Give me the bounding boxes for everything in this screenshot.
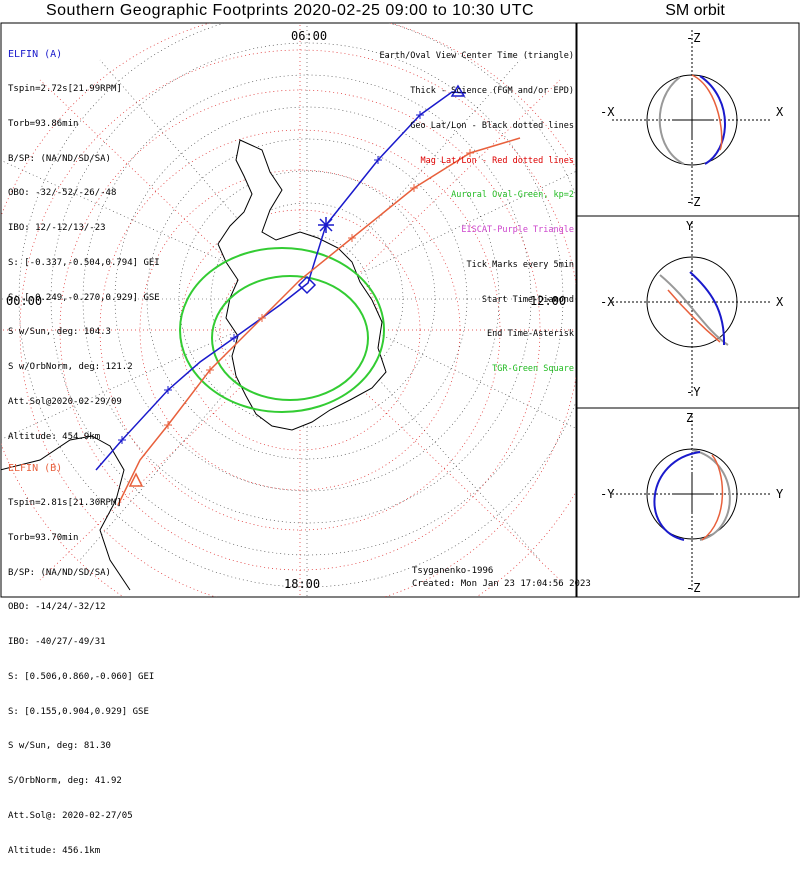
elfin-b-tick — [410, 184, 418, 192]
elfin-a-line: Altitude: 454.9km — [8, 431, 101, 442]
elfin-b-tick — [348, 234, 356, 242]
antarctica-coastline — [217, 139, 387, 431]
panel3-left-label: -Y — [600, 487, 615, 501]
elfin-b-line: S/OrbNorm, deg: 41.92 — [8, 776, 122, 787]
orbit-title: SM orbit — [665, 2, 725, 19]
legend-item: Earth/Oval View Center Time (triangle) — [379, 51, 574, 62]
created-label: Created: Mon Jan 23 17:04:56 2023 — [412, 579, 591, 589]
elfin-b-line: Altitude: 456.1km — [8, 845, 101, 856]
elfin-b-line: S: [0.155,0.904,0.929] GSE — [8, 706, 149, 717]
panel2-top-label: Y — [686, 219, 694, 233]
elfin-a-line: S: [-0.249,-0.270,0.929] GSE — [8, 292, 160, 303]
time-label-left: 00:00 — [6, 294, 42, 308]
elfin-a-line: Torb=93.86min — [8, 118, 79, 129]
elfin-b-line: S w/Sun, deg: 81.30 — [8, 741, 111, 752]
elfin-a-tick — [374, 156, 382, 164]
elfin-a-line: Att.Sol@2020-02-29/09 — [8, 397, 122, 407]
elfin-b-track — [117, 137, 521, 506]
elfin-a-start-diamond — [297, 275, 317, 295]
panel2-left-label: -X — [600, 295, 615, 309]
elfin-a-tick — [230, 334, 238, 342]
elfin-b-tick — [164, 421, 172, 429]
legend-item: End Time-Asterisk — [487, 329, 574, 340]
elfin-b-line: Att.Sol@: 2020-02-27/05 — [8, 811, 133, 821]
legend-item: Mag Lat/Lon - Red dotted lines — [420, 155, 574, 166]
map-frame — [0, 22, 577, 598]
legend-item: Geo Lat/Lon - Black dotted lines — [410, 120, 574, 131]
panel2-right-label: X — [776, 295, 784, 309]
legend-item: Auroral Oval-Green, kp=2 — [451, 190, 574, 201]
time-label-top: 06:00 — [291, 29, 327, 43]
elfin-a-info: ELFIN (A) Tspin=2.72s[21.99RPM] Torb=93.… — [8, 26, 160, 455]
orbit-panel-2: Y -Y -X X — [576, 215, 800, 409]
elfin-a-line: S w/Sun, deg: 104.3 — [8, 327, 111, 338]
elfin-a-line: S: [-0.337,-0.504,0.794] GEI — [8, 257, 160, 268]
panel3-right-label: Y — [776, 487, 784, 501]
page-title: Southern Geographic Footprints 2020-02-2… — [45, 2, 535, 19]
elfin-a-tick — [118, 436, 126, 444]
legend-item: EISCAT-Purple Triangle — [461, 225, 574, 236]
panel3-bottom-label: -Z — [686, 581, 700, 595]
legend: Earth/Oval View Center Time (triangle) T… — [380, 28, 574, 387]
elfin-b-tick — [258, 314, 266, 322]
elfin-b-tick — [206, 366, 214, 374]
elfin-a-end-asterisk — [318, 217, 334, 233]
elfin-a-tick — [416, 111, 424, 119]
auroral-oval — [179, 247, 385, 413]
elfin-b-info: ELFIN (B) Tspin=2.81s[21.30RPM] Torb=93.… — [8, 440, 154, 869]
legend-item: Tick Marks every 5min — [466, 259, 574, 270]
elfin-b-line: OBO: -14/24/-32/12 — [8, 602, 106, 613]
elfin-a-line: OBO: -32/-52/-26/-48 — [8, 188, 117, 199]
legend-item: TGR-Green Square — [492, 364, 574, 375]
panel2-bottom-label: -Y — [686, 385, 701, 399]
panel1-top-label: -Z — [686, 31, 700, 45]
elfin-b-line: S: [0.506,0.860,-0.060] GEI — [8, 671, 155, 682]
panel3-top-label: Z — [686, 411, 693, 425]
elfin-b-header: ELFIN (B) — [8, 463, 63, 475]
panel1-right-label: X — [776, 105, 784, 119]
orbit-panel-1: -Z -Z -X X — [576, 22, 800, 217]
footprint-figure: 06:00 00:00 12:00 18:00 -Z -Z -X X Y -Y … — [0, 22, 800, 598]
elfin-b-line: IBO: -40/27/-49/31 — [8, 637, 106, 648]
elfin-b-tick — [466, 149, 474, 157]
elfin-b-line: B/SP: (NA/ND/SD/SA) — [8, 567, 111, 578]
elfin-b-line: Torb=93.70min — [8, 532, 79, 543]
time-label-bottom: 18:00 — [284, 577, 320, 591]
time-label-right: 12:00 — [530, 294, 566, 308]
elfin-a-tick — [164, 386, 172, 394]
orbit-panel-3: Z -Z -Y Y — [576, 407, 800, 598]
elfin-a-line: S w/OrbNorm, deg: 121.2 — [8, 362, 133, 373]
elfin-b-line: Tspin=2.81s[21.30RPM] — [8, 497, 122, 508]
legend-item: Start Time-Diamond — [481, 294, 574, 305]
legend-item: Thick - Science (FGM and/or EPD) — [410, 85, 574, 96]
model-label: Tsyganenko-1996 — [412, 566, 494, 576]
south-america-coast — [1, 435, 131, 591]
elfin-a-line: B/SP: (NA/ND/SD/SA) — [8, 153, 111, 164]
elfin-a-line: Tspin=2.72s[21.99RPM] — [8, 83, 122, 94]
elfin-b-view-triangle — [128, 472, 144, 487]
panel1-left-label: -X — [600, 105, 615, 119]
elfin-a-view-triangle — [450, 84, 466, 97]
elfin-a-line: IBO: 12/-12/13/-23 — [8, 223, 106, 234]
panel1-bottom-label: -Z — [686, 195, 700, 209]
elfin-a-header: ELFIN (A) — [8, 49, 63, 61]
